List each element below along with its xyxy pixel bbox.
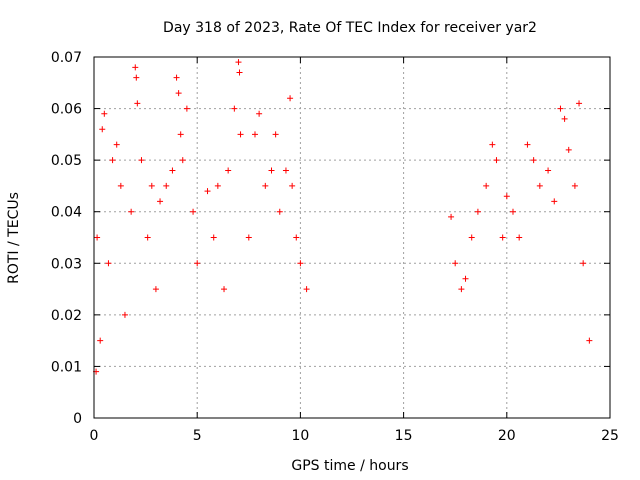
data-point [576, 100, 583, 107]
data-point [121, 311, 128, 318]
y-tick-label: 0 [73, 411, 82, 427]
data-point [99, 126, 106, 133]
data-point [117, 182, 124, 189]
data-point [134, 100, 141, 107]
data-point [483, 182, 490, 189]
data-point [221, 286, 228, 293]
plot-frame [93, 56, 611, 419]
data-point [152, 286, 159, 293]
data-point [468, 234, 475, 241]
data-point [545, 167, 552, 174]
data-point [524, 141, 531, 148]
data-point [571, 182, 578, 189]
x-tick-label: 0 [90, 428, 99, 444]
chart-title: Day 318 of 2023, Rate Of TEC Index for r… [163, 20, 537, 36]
data-point [565, 146, 572, 153]
data-point [173, 74, 180, 81]
data-point [509, 208, 516, 215]
x-tick-label: 5 [193, 428, 202, 444]
data-point [256, 110, 263, 117]
x-axis-label: GPS time / hours [291, 458, 408, 474]
data-point [448, 213, 455, 220]
data-point [113, 141, 120, 148]
data-point [231, 105, 238, 112]
data-point [268, 167, 275, 174]
data-point [157, 198, 164, 205]
data-point [561, 115, 568, 122]
data-point [474, 208, 481, 215]
x-tick-label: 10 [291, 428, 309, 444]
data-point [183, 105, 190, 112]
data-point [225, 167, 232, 174]
y-tick-label: 0.07 [51, 50, 82, 66]
y-tick-label: 0.04 [51, 205, 82, 221]
data-point [236, 69, 243, 76]
axis-ticks: 0 5 10 15 20 25 0 0.01 0.02 0.03 0.04 0.05 0.06 0.07 [51, 50, 619, 444]
data-point [489, 141, 496, 148]
data-point [458, 286, 465, 293]
data-points [93, 59, 593, 375]
data-point [287, 95, 294, 102]
data-point [105, 260, 112, 267]
data-point [493, 157, 500, 164]
data-point [235, 59, 242, 66]
x-tick-label: 25 [601, 428, 619, 444]
y-tick-label: 0.02 [51, 308, 82, 324]
data-point [297, 260, 304, 267]
grid [94, 57, 610, 418]
y-tick-label: 0.03 [51, 256, 82, 272]
data-point [163, 182, 170, 189]
data-point [251, 131, 258, 138]
data-point [536, 182, 543, 189]
data-point [580, 260, 587, 267]
data-point [179, 157, 186, 164]
y-tick-label: 0.01 [51, 359, 82, 375]
data-point [293, 234, 300, 241]
data-point [237, 131, 244, 138]
data-point [144, 234, 151, 241]
data-point [499, 234, 506, 241]
data-point [204, 188, 211, 195]
data-point [97, 337, 104, 344]
data-point [169, 167, 176, 174]
data-point [272, 131, 279, 138]
y-tick-label: 0.06 [51, 102, 82, 118]
data-point [262, 182, 269, 189]
y-tick-label: 0.05 [51, 153, 82, 169]
data-point [452, 260, 459, 267]
data-point [289, 182, 296, 189]
data-point [214, 182, 221, 189]
data-point [557, 105, 564, 112]
data-point [503, 193, 510, 200]
data-point [177, 131, 184, 138]
data-point [245, 234, 252, 241]
data-point [210, 234, 217, 241]
data-point [133, 74, 140, 81]
data-point [194, 260, 201, 267]
data-point [551, 198, 558, 205]
data-point [516, 234, 523, 241]
x-tick-label: 15 [395, 428, 413, 444]
data-point [109, 157, 116, 164]
data-point [303, 286, 310, 293]
data-point [190, 208, 197, 215]
data-point [175, 90, 182, 97]
data-point [276, 208, 283, 215]
data-point [586, 337, 593, 344]
data-point [282, 167, 289, 174]
data-point [138, 157, 145, 164]
data-point [462, 275, 469, 282]
data-point [101, 110, 108, 117]
y-axis-label: ROTI / TECUs [6, 192, 22, 284]
data-point [94, 234, 101, 241]
x-tick-label: 20 [498, 428, 516, 444]
data-point [128, 208, 135, 215]
data-point [530, 157, 537, 164]
data-point [148, 182, 155, 189]
data-point [132, 64, 139, 71]
